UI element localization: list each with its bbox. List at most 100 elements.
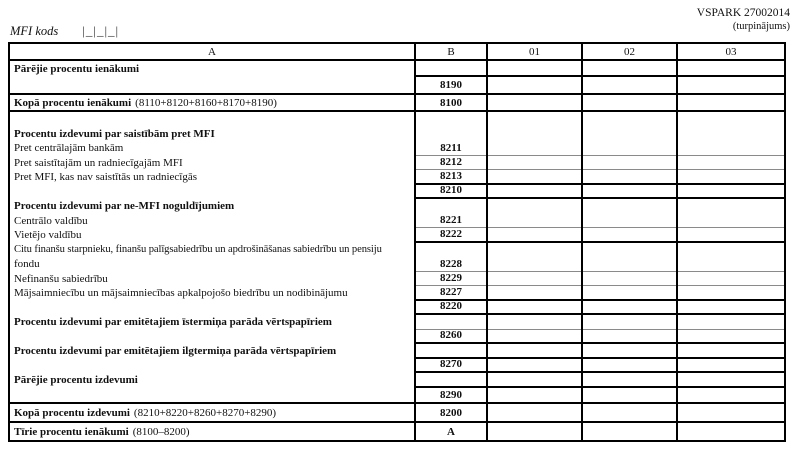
data-cell[interactable]: [488, 272, 581, 286]
col-01: [488, 112, 583, 402]
data-cell[interactable]: [583, 243, 676, 272]
data-cell[interactable]: [488, 61, 581, 77]
data-cell[interactable]: [678, 272, 784, 286]
data-cell[interactable]: [678, 112, 784, 156]
data-cell[interactable]: [583, 156, 676, 170]
row-label: Pret centrālajām bankām: [14, 142, 124, 154]
code-cell-empty: [416, 315, 486, 330]
continuation-note: (turpinājums): [732, 21, 790, 33]
data-cell[interactable]: [678, 170, 784, 185]
data-cell[interactable]: [583, 423, 678, 440]
code-cell-empty: [416, 373, 486, 388]
data-cell[interactable]: [678, 243, 784, 272]
row-label: [14, 330, 414, 345]
col-b-top: 8190: [416, 61, 488, 93]
data-cell[interactable]: [583, 344, 676, 359]
form-code: VSPARK 27002014: [696, 7, 790, 19]
data-cell[interactable]: [488, 170, 581, 185]
data-cell[interactable]: [678, 388, 784, 403]
data-cell[interactable]: [583, 301, 676, 315]
code-cell-8220: 8220: [416, 300, 486, 315]
row-label: Pret saistītajām un radniecīgajām MFI: [14, 156, 183, 169]
data-cell[interactable]: [488, 286, 581, 301]
row-label: Centrālo valdību: [14, 214, 88, 227]
data-cell[interactable]: [488, 77, 581, 93]
code-cell-8222: 8222: [416, 228, 486, 243]
data-cell[interactable]: [488, 315, 581, 330]
data-cell[interactable]: [678, 423, 784, 440]
code-cell-8212: 8212: [416, 156, 486, 170]
code-cell-a: A: [416, 423, 488, 440]
row-label-section-long-term-securities: Procentu izdevumi par emitētajiem ilgter…: [14, 345, 337, 357]
col-03-top: [678, 61, 784, 93]
data-cell[interactable]: [678, 373, 784, 388]
row-label: [14, 359, 414, 374]
data-cell[interactable]: [583, 286, 676, 301]
data-cell[interactable]: [488, 388, 581, 403]
data-cell[interactable]: [488, 199, 581, 228]
data-cell[interactable]: [583, 228, 676, 243]
data-cell[interactable]: [583, 77, 676, 93]
data-cell[interactable]: [678, 228, 784, 243]
data-cell[interactable]: [583, 170, 676, 185]
code-cell-8100: 8100: [416, 95, 488, 110]
data-cell[interactable]: [583, 404, 678, 421]
row-label: [14, 301, 414, 316]
data-cell[interactable]: [678, 404, 784, 421]
row-label: Mājsaimniecību un mājsaimniecības apkalp…: [14, 287, 348, 299]
data-cell[interactable]: [583, 185, 676, 199]
data-cell[interactable]: [488, 344, 581, 359]
code-cell-8270: 8270: [416, 358, 486, 373]
data-cell[interactable]: [583, 199, 676, 228]
row-label-other-expenses: Pārējie procentu izdevumi: [14, 374, 138, 386]
data-cell[interactable]: [678, 301, 784, 315]
data-cell[interactable]: [678, 286, 784, 301]
data-cell[interactable]: [583, 315, 676, 330]
data-cell[interactable]: [678, 199, 784, 228]
data-cell[interactable]: [488, 95, 583, 110]
code-cell-8211: 8211: [416, 112, 486, 156]
data-cell[interactable]: [678, 315, 784, 330]
data-cell[interactable]: [488, 156, 581, 170]
data-cell[interactable]: [583, 272, 676, 286]
code-cell-8190: 8190: [440, 79, 462, 91]
data-cell[interactable]: [488, 330, 581, 344]
data-cell[interactable]: [583, 373, 676, 388]
data-cell[interactable]: [488, 404, 583, 421]
col-02-top: [583, 61, 678, 93]
data-cell[interactable]: [678, 330, 784, 344]
data-cell[interactable]: [488, 185, 581, 199]
code-cell-8221: 8221: [416, 199, 486, 228]
income-total-row: Kopā procentu ienākumi (8110+8120+8160+8…: [10, 95, 784, 112]
data-cell[interactable]: [488, 228, 581, 243]
data-cell[interactable]: [678, 359, 784, 373]
row-label-section-nonmfi-deposits: Procentu izdevumi par ne-MFI noguldījumi…: [14, 200, 235, 212]
data-cell[interactable]: [678, 344, 784, 359]
data-cell[interactable]: [488, 243, 581, 272]
data-cell[interactable]: [678, 185, 784, 199]
mfi-code-input[interactable]: |_|_|_|: [82, 23, 120, 38]
data-cell[interactable]: [583, 61, 676, 77]
data-cell[interactable]: [583, 330, 676, 344]
data-cell[interactable]: [488, 112, 581, 156]
interest-income-expense-table: A B 01 02 03 Pārējie procentu ienākumi 8…: [8, 42, 786, 442]
data-cell[interactable]: [583, 359, 676, 373]
col-a: Procentu izdevumi par saistībām pret MFI…: [10, 112, 416, 402]
data-cell[interactable]: [488, 373, 581, 388]
data-cell[interactable]: [678, 95, 784, 110]
data-cell[interactable]: [678, 156, 784, 170]
data-cell[interactable]: [678, 77, 784, 93]
data-cell[interactable]: [488, 423, 583, 440]
row-label: Vietējo valdību: [14, 229, 82, 241]
data-cell[interactable]: [583, 388, 676, 403]
data-cell[interactable]: [583, 95, 678, 110]
col-03: [678, 112, 784, 402]
data-cell[interactable]: [678, 61, 784, 77]
row-label: [14, 388, 414, 403]
data-cell[interactable]: [488, 301, 581, 315]
data-cell[interactable]: [583, 112, 676, 156]
col-header-b: B: [416, 44, 488, 59]
data-cell[interactable]: [488, 359, 581, 373]
row-label-income-total: Kopā procentu ienākumi (8110+8120+8160+8…: [10, 95, 416, 110]
